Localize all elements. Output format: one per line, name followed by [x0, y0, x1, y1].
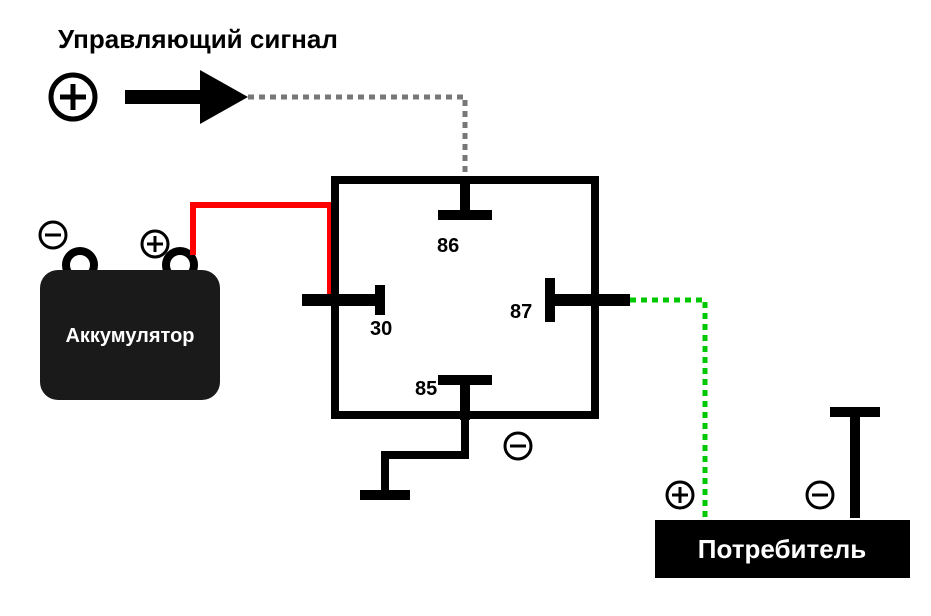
relay-pin-86: 86 — [437, 180, 492, 257]
consumer-neg-icon — [807, 482, 833, 508]
battery-neg-icon — [40, 222, 66, 248]
consumer-label: Потребитель — [698, 534, 866, 564]
pin-85-label: 85 — [415, 378, 437, 400]
consumer-pos-icon — [667, 482, 693, 508]
pin-86-label: 86 — [437, 235, 459, 257]
consumer-component: Потребитель — [655, 520, 910, 578]
consumer-positive-wire — [630, 300, 705, 518]
pin-85-minus-icon — [505, 433, 531, 459]
battery-pos-icon — [142, 231, 168, 257]
signal-wire — [248, 97, 465, 180]
signal-plus-icon — [51, 75, 95, 119]
signal-arrow-icon — [125, 70, 248, 124]
pin-30-label: 30 — [370, 318, 392, 340]
relay-pin-87: 87 — [510, 278, 630, 323]
battery-component: Аккумулятор — [40, 251, 220, 400]
battery-label: Аккумулятор — [65, 325, 194, 347]
pin-87-label: 87 — [510, 301, 532, 323]
title-text: Управляющий сигнал — [58, 24, 338, 54]
pin-85-ground-wire — [385, 415, 465, 495]
relay-pin-30: 30 — [302, 285, 392, 340]
relay-wiring-diagram: Управляющий сигнал Аккумулятор 86 — [0, 0, 931, 616]
